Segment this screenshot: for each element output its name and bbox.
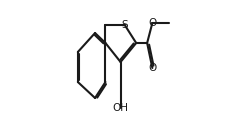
Text: O: O — [148, 63, 156, 73]
Text: O: O — [148, 18, 156, 28]
Text: OH: OH — [113, 103, 129, 113]
Text: S: S — [121, 20, 128, 30]
